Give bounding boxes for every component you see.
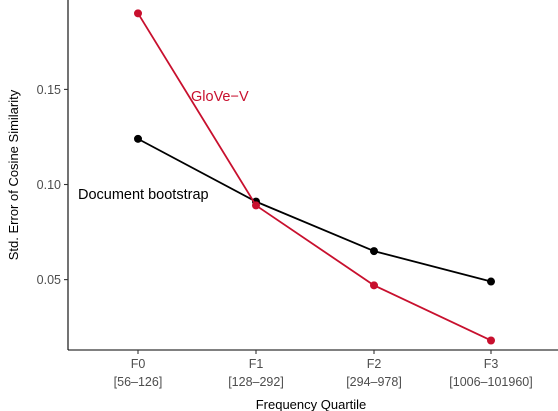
series-layer	[134, 9, 495, 345]
x-tick-sublabel: [56–126]	[114, 375, 163, 389]
x-tick-label: F0	[131, 357, 146, 371]
x-tick-label: F3	[484, 357, 499, 371]
series-line-glove-v	[137, 12, 492, 342]
data-point-glove-v	[134, 9, 142, 18]
series-label-glove-v: GloVe−V	[191, 89, 249, 105]
data-point-document-bootstrap	[134, 134, 142, 143]
data-point-document-bootstrap	[487, 277, 495, 286]
x-axis-title: Frequency Quartile	[256, 397, 367, 411]
y-axis-ticks: 0.05 0.10 0.15	[37, 83, 68, 287]
y-tick-label: 0.15	[37, 83, 61, 97]
x-axis-ticks: F0 [56–126] F1 [128–292] F2 [294–978] F3 [1006–…	[114, 350, 533, 389]
x-tick-sublabel: [1006–101960]	[449, 375, 532, 389]
y-tick-label: 0.05	[37, 273, 61, 287]
series-label-document-bootstrap: Document bootstrap	[78, 187, 209, 203]
x-tick-label: F2	[367, 357, 382, 371]
x-tick-sublabel: [128–292]	[228, 375, 284, 389]
data-point-document-bootstrap	[370, 247, 378, 256]
data-point-glove-v	[487, 336, 495, 345]
x-tick-label: F1	[249, 357, 264, 371]
data-point-glove-v	[252, 201, 260, 210]
x-tick-sublabel: [294–978]	[346, 375, 402, 389]
y-tick-label: 0.10	[37, 178, 61, 192]
y-axis-title: Std. Error of Cosine Similarity	[6, 89, 21, 260]
data-point-glove-v	[370, 281, 378, 290]
series-line-document-bootstrap	[137, 138, 492, 283]
